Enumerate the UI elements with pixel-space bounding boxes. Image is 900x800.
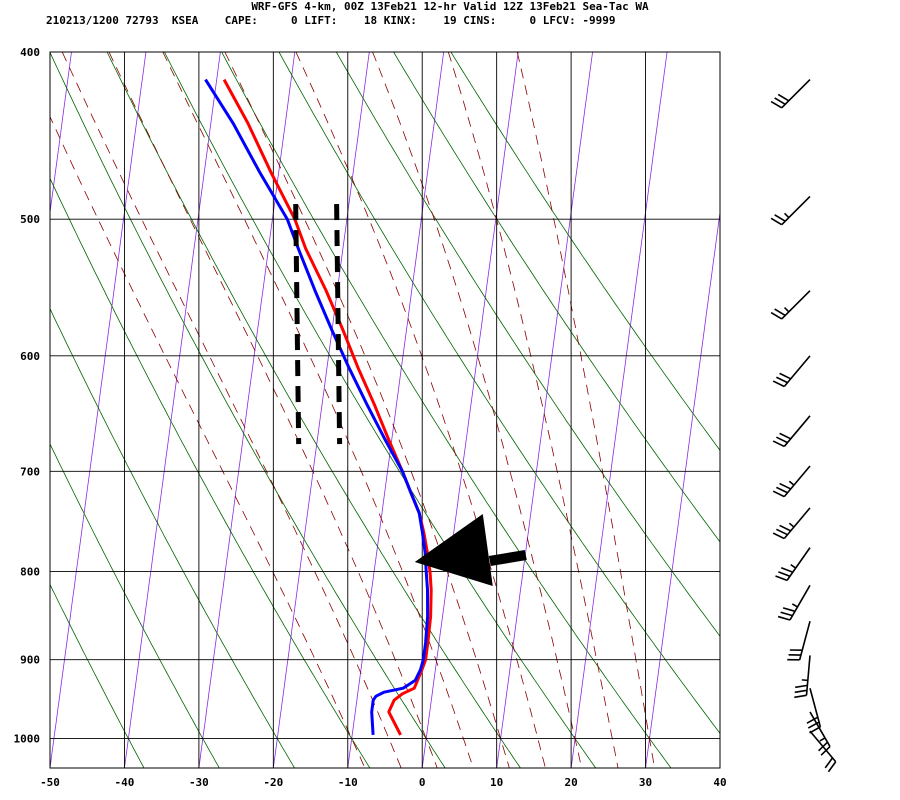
moist-adiabat-line <box>516 52 655 768</box>
dewpoint-trace <box>204 78 430 735</box>
x-tick-label: -50 <box>40 776 60 789</box>
moist-adiabat-line <box>224 52 510 768</box>
wind-barb <box>772 415 811 448</box>
moist-adiabat-line <box>50 115 366 768</box>
background-lines <box>50 52 720 768</box>
dry-adiabat-line <box>221 52 672 768</box>
temperature-trace <box>222 78 433 736</box>
dry-adiabat-line <box>335 52 720 637</box>
pressure-tick-label: 400 <box>20 46 40 59</box>
pressure-tick-label: 500 <box>20 213 40 226</box>
wind-barbs <box>770 79 837 773</box>
isotherm-line <box>719 765 720 768</box>
wind-barb <box>775 547 811 582</box>
isotherm-line <box>124 52 221 768</box>
dry-adiabat-line <box>278 52 720 735</box>
isotherm-line <box>421 52 519 768</box>
x-tick-label: 0 <box>419 776 426 789</box>
moist-adiabat-line <box>447 52 619 768</box>
sounding-stats-line: 210213/1200 72793 KSEA CAPE: 0 LIFT: 18 … <box>46 14 616 27</box>
x-tick-label: 20 <box>564 776 577 789</box>
isotherm-line <box>272 52 370 768</box>
dry-adiabat-line <box>50 443 220 768</box>
annotations <box>293 204 527 586</box>
dry-adiabat-line <box>450 52 720 451</box>
arrow-shaft <box>488 549 527 566</box>
isotherm-line <box>570 52 668 768</box>
wind-barb <box>772 507 811 540</box>
isotherm-line <box>496 52 593 768</box>
chart-title: WRF-GFS 4-km, 00Z 13Feb21 12-hr Valid 12… <box>251 0 649 13</box>
wind-barb <box>772 355 811 388</box>
isotherm-line <box>645 209 720 768</box>
x-tick-label: -30 <box>189 776 209 789</box>
sounding-traces <box>204 78 433 736</box>
isotherm-line <box>50 52 147 768</box>
pressure-tick-label: 800 <box>20 565 40 578</box>
tick-labels: -50 -40 -30 -20 -10 0 10 20 30 40 400 500 600 700 800 9… <box>14 46 727 789</box>
moist-adiabat-line <box>61 52 402 768</box>
dry-adiabat-line <box>50 583 145 768</box>
pressure-tick-label: 600 <box>20 350 40 363</box>
x-tick-label: 10 <box>490 776 503 789</box>
dry-adiabat-line <box>50 177 371 768</box>
x-tick-label: 40 <box>713 776 726 789</box>
moist-adiabat-line <box>295 52 546 768</box>
dry-adiabat-line <box>106 52 521 768</box>
x-tick-label: -10 <box>338 776 358 789</box>
pressure-tick-label: 700 <box>20 465 40 478</box>
arrow-head <box>414 513 493 586</box>
dashed-marker-bar <box>293 204 302 445</box>
x-tick-label: -20 <box>263 776 283 789</box>
x-tick-label: 30 <box>639 776 652 789</box>
dry-adiabat-line <box>50 307 295 768</box>
x-tick-label: -40 <box>115 776 135 789</box>
wind-barb <box>772 465 811 498</box>
dry-adiabat-line <box>50 52 446 768</box>
wind-barb <box>770 290 811 320</box>
wind-barb <box>787 621 811 661</box>
dry-adiabat-line <box>164 52 597 768</box>
dry-adiabat-line <box>393 52 720 543</box>
wind-barb <box>809 730 837 773</box>
grid <box>49 51 721 769</box>
wind-barb <box>777 584 811 621</box>
dashed-marker-bar <box>334 204 343 445</box>
pressure-tick-label: 900 <box>20 654 40 667</box>
wind-barb <box>770 195 811 226</box>
wind-barb <box>770 79 811 109</box>
wind-barb <box>794 655 811 699</box>
isotherm-line <box>198 52 296 768</box>
isotherm-line <box>347 52 445 768</box>
pressure-tick-label: 1000 <box>14 733 41 746</box>
moist-adiabat-line <box>372 52 583 768</box>
